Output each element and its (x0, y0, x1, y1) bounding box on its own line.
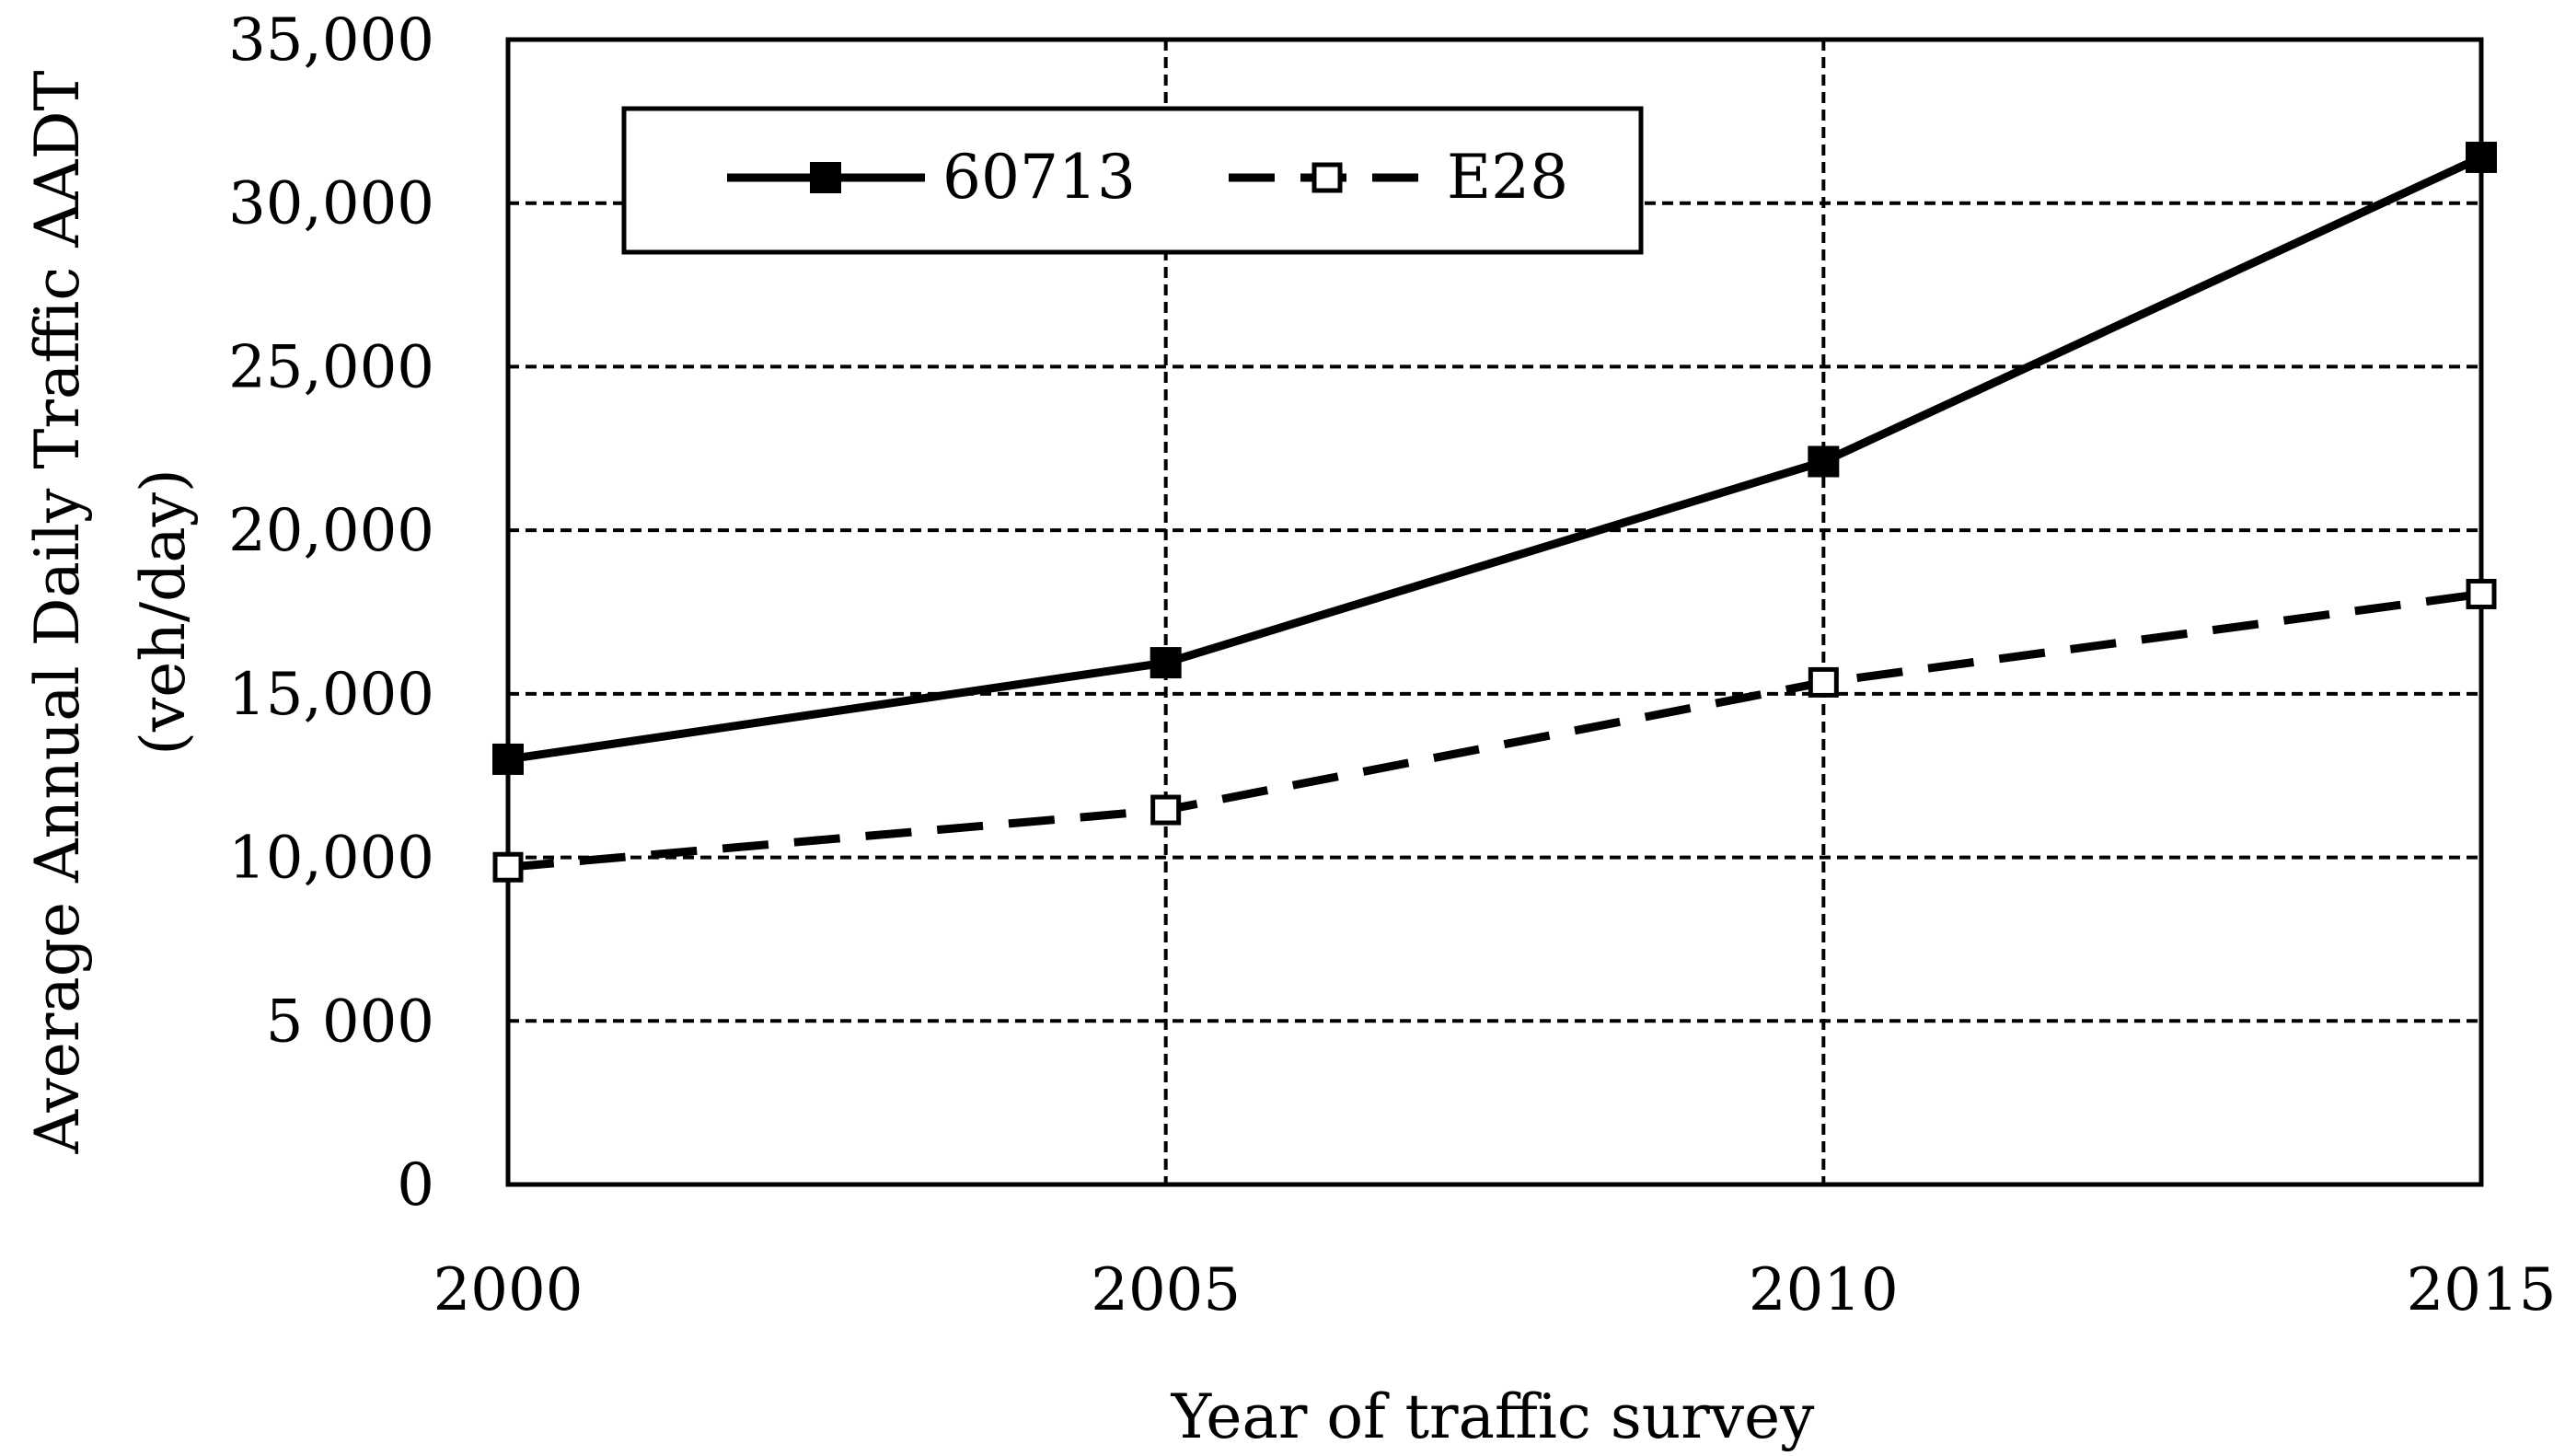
y-tick-label: 30,000 (228, 170, 434, 238)
series-line-60713 (507, 153, 2483, 764)
legend-marker-e28 (1311, 162, 1343, 193)
series-line-e28 (507, 589, 2482, 872)
x-axis-tick-labels: 2000 2005 2010 2015 (433, 1256, 2557, 1324)
y-tick-label: 15,000 (228, 661, 434, 729)
data-point-e28 (2466, 578, 2497, 609)
y-axis-title-line-2: (veh/day) (128, 468, 199, 755)
y-tick-label: 35,000 (228, 6, 434, 75)
y-axis-tick-labels: 0 5 000 10,000 15,000 20,000 25,000 30,000 35,0… (228, 6, 434, 1219)
x-tick-label: 2000 (433, 1256, 583, 1324)
grid-lines (508, 40, 2481, 1184)
legend-marker-60713 (810, 162, 841, 193)
y-axis-title-line-1: Average Annual Daily Traffic AADT (22, 70, 93, 1154)
data-point-60713 (492, 743, 524, 775)
x-tick-label: 2005 (1091, 1256, 1241, 1324)
data-point-60713 (2466, 141, 2497, 173)
legend-label-e28: E28 (1447, 142, 1568, 213)
y-tick-label: 10,000 (228, 825, 434, 893)
data-point-e28 (492, 851, 524, 883)
data-point-60713 (1808, 445, 1840, 478)
x-tick-label: 2010 (1749, 1256, 1899, 1324)
y-tick-label: 20,000 (228, 497, 434, 565)
series-lines (492, 141, 2497, 883)
legend: 60713 E28 (621, 106, 1644, 255)
y-tick-label: 0 (397, 1151, 434, 1219)
y-tick-label: 25,000 (228, 333, 434, 401)
data-point-e28 (1808, 666, 1839, 698)
legend-label-60713: 60713 (942, 142, 1136, 213)
y-tick-label: 5 000 (266, 988, 434, 1056)
plot-area-frame (505, 37, 2484, 1187)
x-tick-label: 2015 (2407, 1256, 2557, 1324)
data-point-e28 (1150, 794, 1182, 826)
x-axis-title: Year of traffic survey (1171, 1381, 1816, 1452)
data-point-60713 (1150, 647, 1182, 679)
